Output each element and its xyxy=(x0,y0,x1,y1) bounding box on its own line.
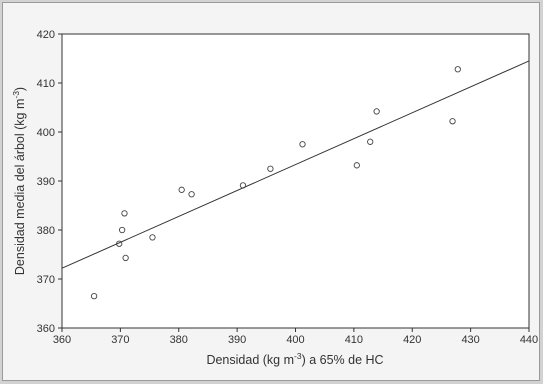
y-tick-label: 400 xyxy=(37,127,55,139)
y-tick-label: 390 xyxy=(37,176,55,188)
data-point-1 xyxy=(90,292,98,300)
x-tick-label: 430 xyxy=(461,334,479,346)
chart-frame: 360 370 380 390 400 410 420 430 440 360 370 380 390 4… xyxy=(2,2,540,381)
data-point-10 xyxy=(267,165,274,172)
x-tick-label: 390 xyxy=(228,334,246,346)
x-tick-label: 410 xyxy=(345,334,363,346)
scatter-chart: 360 370 380 390 400 410 420 430 440 360 370 380 390 4… xyxy=(11,29,538,367)
y-tick-label: 360 xyxy=(37,323,55,335)
y-tick-label: 370 xyxy=(37,274,55,286)
data-point-8 xyxy=(188,191,195,198)
plot-area xyxy=(61,33,530,329)
data-point-7 xyxy=(178,186,185,193)
x-axis-label: Densidad (kg m-3) a 65% de HC xyxy=(206,351,383,367)
y-tick-label: 380 xyxy=(37,225,55,237)
data-point-16 xyxy=(454,66,461,73)
x-tick-label: 440 xyxy=(520,334,538,346)
data-point-11 xyxy=(299,141,306,148)
data-point-15 xyxy=(449,118,456,125)
data-point-12 xyxy=(353,162,360,169)
data-point-9 xyxy=(239,182,247,189)
y-axis-label: Densidad media del árbol (kg m-3) xyxy=(11,87,27,275)
x-tick-label: 370 xyxy=(111,334,129,346)
y-tick-label: 410 xyxy=(37,78,55,90)
data-point-5 xyxy=(122,254,129,262)
data-point-4 xyxy=(121,210,128,217)
x-tick-label: 380 xyxy=(170,334,188,346)
x-tick-label: 400 xyxy=(286,334,304,346)
x-tick-label: 420 xyxy=(403,334,421,346)
y-tick-label: 420 xyxy=(37,29,55,41)
data-point-2 xyxy=(116,240,123,247)
data-point-14 xyxy=(373,108,380,115)
x-tick-label: 360 xyxy=(53,334,71,346)
fit-line xyxy=(61,60,530,269)
data-point-6 xyxy=(149,234,156,241)
data-point-13 xyxy=(367,138,374,145)
data-point-3 xyxy=(118,226,126,234)
